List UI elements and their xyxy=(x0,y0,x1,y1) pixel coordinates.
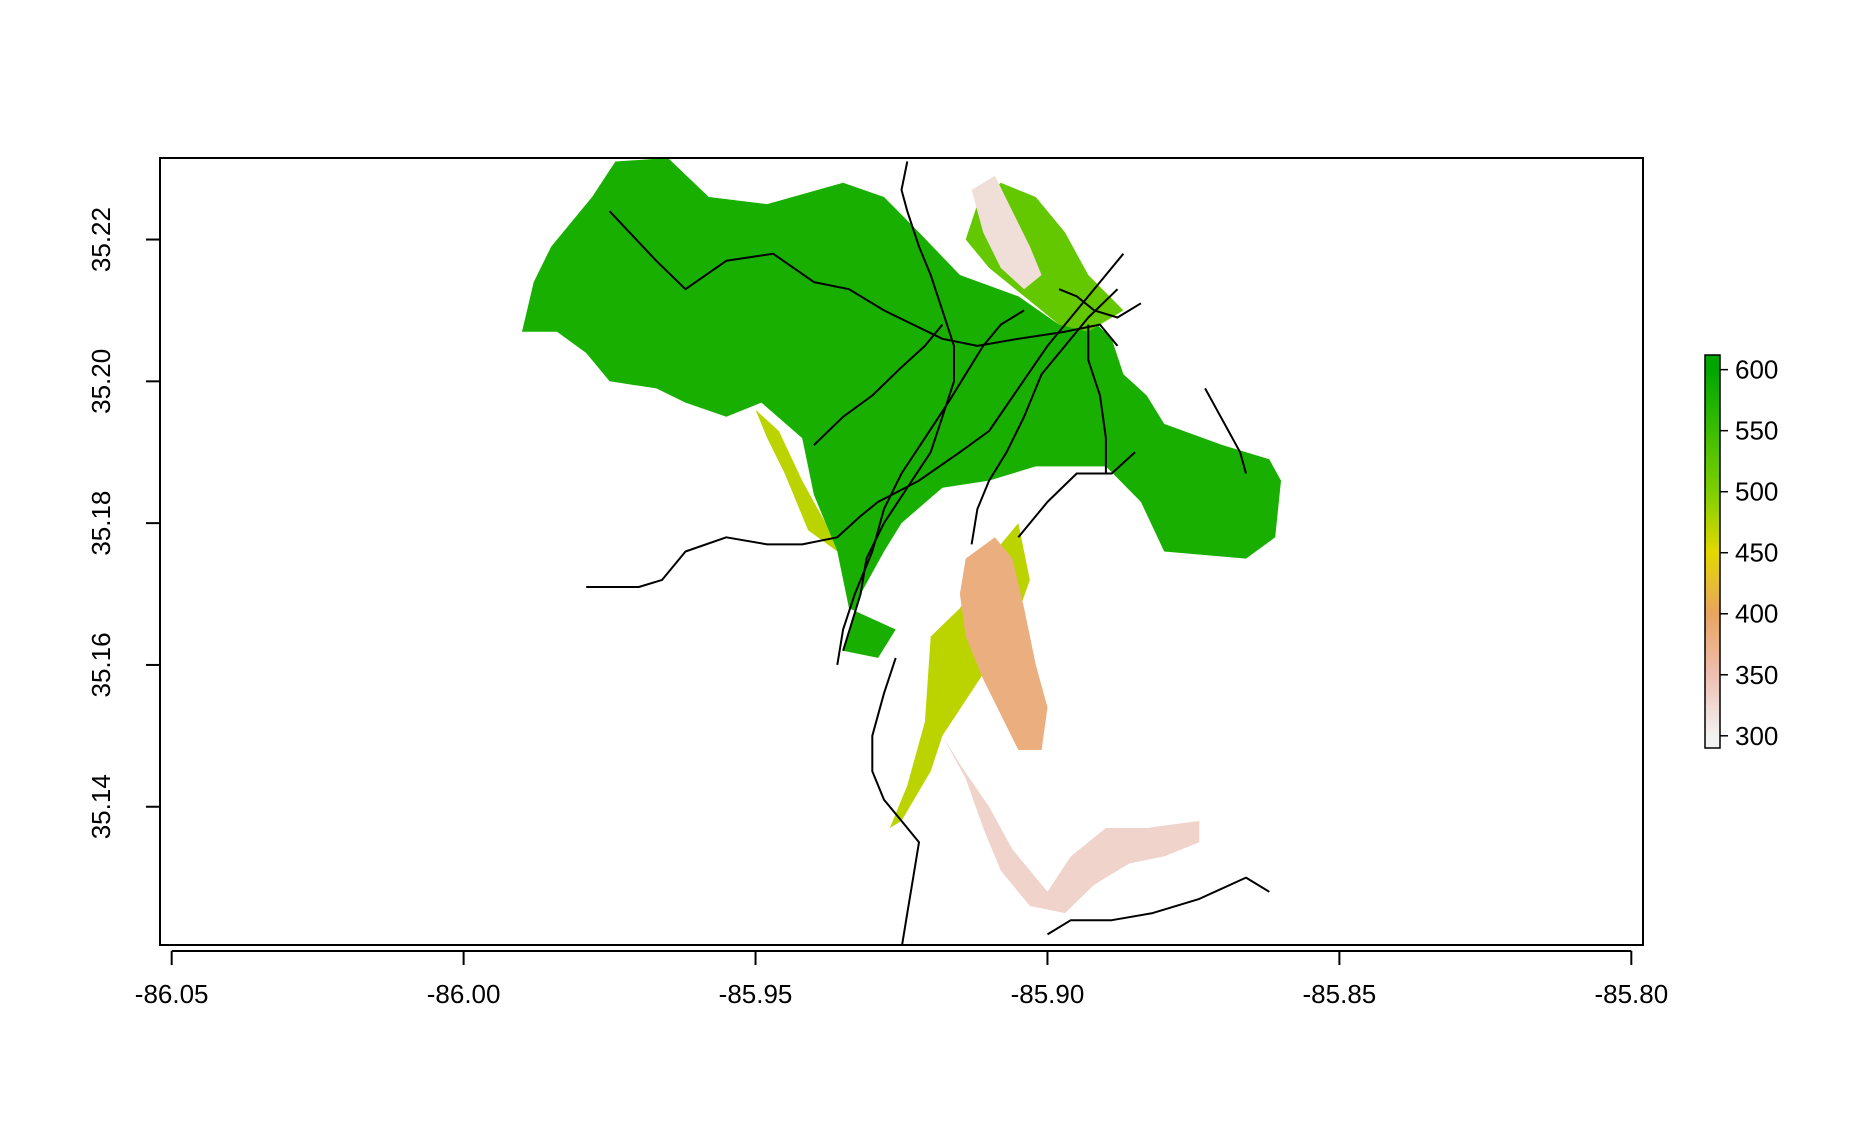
road-line-4 xyxy=(871,657,920,945)
legend-label: 550 xyxy=(1735,416,1778,446)
road-line-6 xyxy=(1017,451,1136,538)
road-line-11 xyxy=(1058,288,1142,319)
elevation-region-6 xyxy=(971,175,1042,290)
road-line-1 xyxy=(970,288,1119,545)
legend-label: 500 xyxy=(1735,477,1778,507)
road-line-8 xyxy=(813,323,944,446)
elevation-region-5 xyxy=(942,735,1200,914)
y-tick-label: 35.14 xyxy=(86,774,116,839)
elevation-region-0 xyxy=(522,158,1281,658)
road-line-3 xyxy=(842,161,955,652)
y-tick-label: 35.22 xyxy=(86,207,116,272)
legend-label: 600 xyxy=(1735,355,1778,385)
x-tick-label: -86.00 xyxy=(427,979,501,1009)
legend-colorbar xyxy=(1704,354,1721,749)
legend-label: 350 xyxy=(1735,660,1778,690)
x-tick-label: -86.05 xyxy=(135,979,209,1009)
plot-frame xyxy=(159,157,1644,946)
elevation-region-2 xyxy=(755,409,838,552)
y-tick-label: 35.18 xyxy=(86,491,116,556)
road-line-7 xyxy=(1046,876,1270,936)
x-tick-label: -85.85 xyxy=(1303,979,1377,1009)
elevation-raster xyxy=(522,158,1281,914)
color-legend: 300 350 400 450 500 550 600 xyxy=(1704,354,1778,751)
road-line-2 xyxy=(608,210,1119,347)
road-line-0 xyxy=(586,253,1125,588)
x-tick-label: -85.80 xyxy=(1594,979,1668,1009)
x-axis: -86.05 -86.00 -85.95 -85.90 -85.85 -85.80 xyxy=(135,950,1668,1009)
road-line-5 xyxy=(1087,324,1107,474)
y-tick-label: 35.20 xyxy=(86,349,116,414)
x-tick-label: -85.90 xyxy=(1011,979,1085,1009)
road-line-9 xyxy=(836,309,1025,666)
elevation-region-4 xyxy=(959,537,1048,750)
x-tick-label: -85.95 xyxy=(719,979,793,1009)
legend-label: 400 xyxy=(1735,599,1778,629)
road-line-10 xyxy=(1204,387,1247,474)
legend-label: 450 xyxy=(1735,538,1778,568)
road-lines xyxy=(586,161,1270,945)
y-tick-label: 35.16 xyxy=(86,632,116,697)
y-axis: 35.14 35.16 35.18 35.20 35.22 xyxy=(86,207,160,839)
legend-label: 300 xyxy=(1735,721,1778,751)
